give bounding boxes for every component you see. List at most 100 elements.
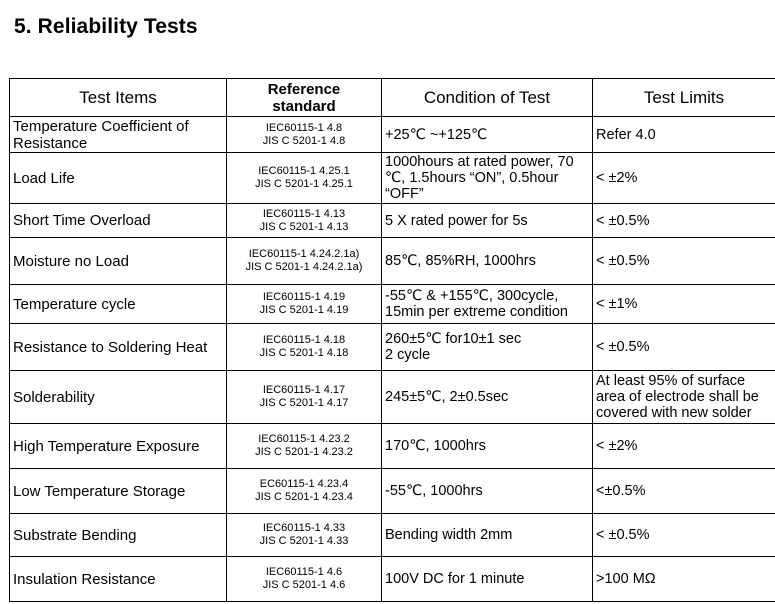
test-limit-cell-line: covered with new solder bbox=[596, 405, 752, 421]
test-item-cell-line: Short Time Overload bbox=[13, 212, 151, 229]
test-limit-cell-line: area of electrode shall be bbox=[596, 389, 759, 405]
reference-standard-cell-line: IEC60115-1 4.8 bbox=[265, 121, 343, 134]
test-item-cell-line: Substrate Bending bbox=[13, 526, 137, 544]
test-limit-cell-line: < ±0.5% bbox=[596, 253, 650, 269]
test-limit-cell-line: <±0.5% bbox=[596, 483, 646, 499]
test-item-cell-line: Load Life bbox=[13, 169, 75, 187]
reference-standard-cell-line: JIS C 5201-1 4.19 bbox=[259, 304, 349, 316]
table-row: Short Time Overload IEC60115-1 4.13 JIS C … bbox=[9, 203, 775, 238]
reference-standard-cell-line: IEC60115-1 4.6 bbox=[265, 566, 343, 578]
test-limit-cell: >100 MΩ bbox=[592, 556, 775, 602]
test-limit-cell-line: < ±2% bbox=[596, 170, 638, 186]
test-item-cell: Temperature cycle bbox=[9, 284, 227, 324]
condition-cell-line: 170℃, 1000hrs bbox=[385, 438, 486, 454]
table-row: Load Life IEC60115-1 4.25.1 JIS C 5201-1 4… bbox=[9, 152, 775, 204]
test-item-cell-line: Temperature Coefficient of bbox=[13, 117, 189, 135]
reference-standard-cell: EC60115-1 4.23.4 JIS C 5201-1 4.23.4 bbox=[226, 468, 382, 514]
reliability-tests-table: Test Items Reference standard Condition … bbox=[9, 78, 775, 602]
reference-standard-cell-line: IEC60115-1 4.18 bbox=[262, 334, 346, 346]
reference-standard-cell-line: JIS C 5201-1 4.8 bbox=[262, 134, 346, 147]
test-limit-cell-line: < ±0.5% bbox=[596, 527, 650, 543]
condition-cell: -55℃, 1000hrs bbox=[381, 468, 593, 514]
reference-standard-cell: IEC60115-1 4.6 JIS C 5201-1 4.6 bbox=[226, 556, 382, 602]
test-item-cell-line: Resistance bbox=[13, 134, 88, 152]
reference-standard-cell-line: JIS C 5201-1 4.25.1 bbox=[255, 178, 353, 190]
reference-standard-cell-line: IEC60115-1 4.33 bbox=[262, 522, 346, 534]
reference-standard-cell-line: JIS C 5201-1 4.6 bbox=[262, 579, 346, 591]
test-item-cell: Solderability bbox=[9, 370, 227, 424]
test-item-cell: Moisture no Load bbox=[9, 237, 227, 285]
test-item-cell-line: Solderability bbox=[13, 388, 95, 406]
reference-standard-cell-line: JIS C 5201-1 4.23.2 bbox=[255, 446, 353, 458]
test-limit-cell: At least 95% of surface area of electrode… bbox=[592, 370, 775, 424]
test-limit-cell-line: < ±0.5% bbox=[596, 339, 650, 355]
table-row: Low Temperature Storage EC60115-1 4.23.4 J… bbox=[9, 468, 775, 514]
condition-cell-line: 100V DC for 1 minute bbox=[385, 571, 525, 587]
table-row: Moisture no Load IEC60115-1 4.24.2.1a) JIS… bbox=[9, 237, 775, 285]
test-item-cell: Low Temperature Storage bbox=[9, 468, 227, 514]
test-item-cell-line: High Temperature Exposure bbox=[13, 437, 200, 455]
table-row: Resistance to Soldering Heat IEC60115-1 4… bbox=[9, 323, 775, 371]
test-item-cell-line: Low Temperature Storage bbox=[13, 482, 186, 500]
table-row: Solderability IEC60115-1 4.17 JIS C 5201-1… bbox=[9, 370, 775, 424]
test-item-cell-line: Temperature cycle bbox=[13, 295, 136, 313]
test-limit-cell: < ±0.5% bbox=[592, 513, 775, 557]
reference-standard-cell-line: IEC60115-1 4.23.2 bbox=[258, 433, 350, 445]
test-limit-cell: < ±0.5% bbox=[592, 323, 775, 371]
test-limit-cell: < ±2% bbox=[592, 423, 775, 469]
table-row: Temperature cycle IEC60115-1 4.19 JIS C 52… bbox=[9, 284, 775, 324]
test-item-cell: Resistance to Soldering Heat bbox=[9, 323, 227, 371]
reference-standard-cell-line: IEC60115-1 4.13 bbox=[262, 207, 346, 220]
condition-cell: 245±5℃, 2±0.5sec bbox=[381, 370, 593, 424]
condition-cell-line: 85℃, 85%RH, 1000hrs bbox=[385, 253, 536, 269]
test-limit-cell-line: < ±0.5% bbox=[596, 212, 650, 229]
table-row: Insulation Resistance IEC60115-1 4.6 JIS C… bbox=[9, 556, 775, 602]
test-item-cell-line: Insulation Resistance bbox=[13, 570, 156, 588]
reference-standard-cell-line: IEC60115-1 4.25.1 bbox=[258, 165, 350, 177]
reference-standard-cell: IEC60115-1 4.18 JIS C 5201-1 4.18 bbox=[226, 323, 382, 371]
test-limit-cell: Refer 4.0 bbox=[592, 116, 775, 153]
test-limit-cell-line: < ±2% bbox=[596, 438, 638, 454]
condition-cell: 85℃, 85%RH, 1000hrs bbox=[381, 237, 593, 285]
header-condition-of-test: Condition of Test bbox=[381, 78, 593, 117]
test-item-cell: Temperature Coefficient of Resistance bbox=[9, 116, 227, 153]
reference-standard-cell: IEC60115-1 4.25.1 JIS C 5201-1 4.25.1 bbox=[226, 152, 382, 204]
condition-cell: -55℃ & +155℃, 300cycle, 15min per extreme… bbox=[381, 284, 593, 324]
reference-standard-cell-line: JIS C 5201-1 4.24.2.1a) bbox=[245, 261, 363, 273]
condition-cell-line: 5 X rated power for 5s bbox=[385, 212, 528, 229]
test-item-cell: Short Time Overload bbox=[9, 203, 227, 238]
condition-cell-line: 2 cycle bbox=[385, 347, 431, 363]
table-row: Temperature Coefficient of Resistance IEC6… bbox=[9, 116, 775, 153]
reference-standard-cell-line: EC60115-1 4.23.4 bbox=[259, 478, 349, 490]
page-title: 5. Reliability Tests bbox=[14, 15, 198, 38]
header-reference-standard-line: standard bbox=[272, 97, 336, 115]
condition-cell: 5 X rated power for 5s bbox=[381, 203, 593, 238]
condition-cell-line: -55℃, 1000hrs bbox=[385, 483, 483, 499]
reference-standard-cell-line: JIS C 5201-1 4.23.4 bbox=[255, 491, 353, 503]
condition-cell: +25℃ ~+125℃ bbox=[381, 116, 593, 153]
header-reference-standard: Reference standard bbox=[226, 78, 382, 117]
condition-cell-line: “OFF” bbox=[385, 186, 424, 202]
condition-cell-line: 260±5℃ for10±1 sec bbox=[385, 331, 522, 347]
test-item-cell: High Temperature Exposure bbox=[9, 423, 227, 469]
test-item-cell: Insulation Resistance bbox=[9, 556, 227, 602]
reference-standard-cell-line: IEC60115-1 4.17 bbox=[262, 384, 346, 396]
condition-cell-line: 1000hours at rated power, 70 bbox=[385, 154, 574, 170]
reference-standard-cell-line: IEC60115-1 4.24.2.1a) bbox=[248, 248, 360, 260]
test-limit-cell-line: < ±1% bbox=[596, 296, 638, 312]
reference-standard-cell: IEC60115-1 4.8 JIS C 5201-1 4.8 bbox=[226, 116, 382, 153]
reference-standard-cell-line: JIS C 5201-1 4.33 bbox=[259, 535, 349, 547]
reference-standard-cell-line: IEC60115-1 4.19 bbox=[262, 291, 346, 303]
reference-standard-cell: IEC60115-1 4.33 JIS C 5201-1 4.33 bbox=[226, 513, 382, 557]
condition-cell: 100V DC for 1 minute bbox=[381, 556, 593, 602]
reference-standard-cell-line: JIS C 5201-1 4.13 bbox=[259, 220, 349, 233]
header-reference-standard-line: Reference bbox=[267, 80, 341, 98]
reference-standard-cell: IEC60115-1 4.19 JIS C 5201-1 4.19 bbox=[226, 284, 382, 324]
condition-cell-line: ℃, 1.5hours “ON”, 0.5hour bbox=[385, 170, 559, 186]
test-limit-cell: < ±0.5% bbox=[592, 237, 775, 285]
reference-standard-cell: IEC60115-1 4.17 JIS C 5201-1 4.17 bbox=[226, 370, 382, 424]
test-limit-cell-line: >100 MΩ bbox=[596, 571, 656, 587]
reference-standard-cell: IEC60115-1 4.13 JIS C 5201-1 4.13 bbox=[226, 203, 382, 238]
reference-standard-cell: IEC60115-1 4.23.2 JIS C 5201-1 4.23.2 bbox=[226, 423, 382, 469]
condition-cell-line: 15min per extreme condition bbox=[385, 304, 568, 320]
